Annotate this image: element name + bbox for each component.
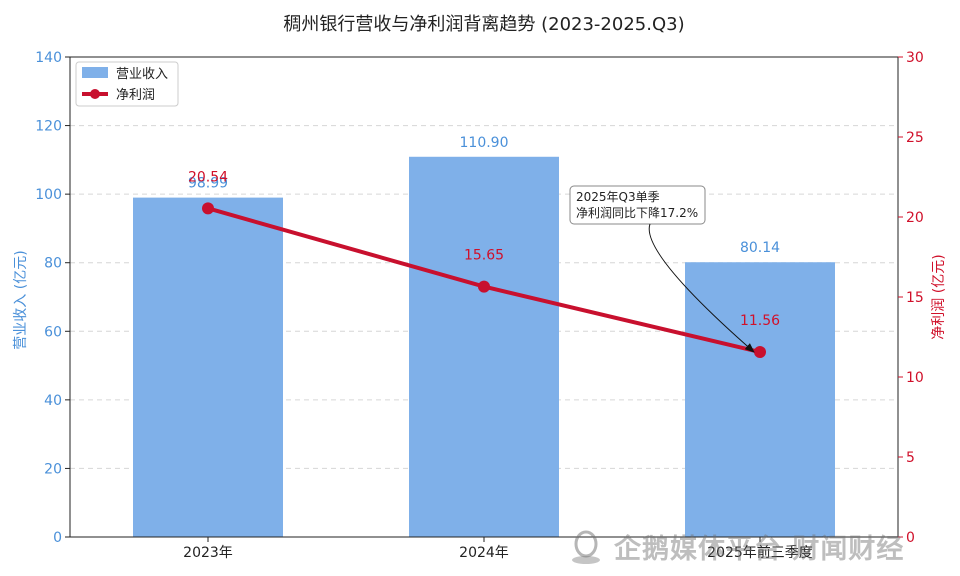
y-right-tick-label: 25 xyxy=(906,130,924,146)
x-tick-label: 2025年前三季度 xyxy=(707,544,813,561)
revenue-bar xyxy=(685,262,835,537)
y-left-axis-label: 营业收入 (亿元) xyxy=(13,250,29,349)
legend-profit-marker xyxy=(90,89,100,99)
profit-marker xyxy=(202,202,214,215)
annotation-text: 2025年Q3单季 xyxy=(576,190,660,204)
watermark: 企鹅媒体平台 财闻财经 xyxy=(566,526,956,566)
legend-revenue-swatch xyxy=(82,67,108,78)
penguin-logo-icon xyxy=(572,530,600,564)
y-right-tick-label: 15 xyxy=(906,290,924,306)
profit-marker xyxy=(754,346,766,359)
y-left-tick-label: 40 xyxy=(44,393,62,409)
revenue-data-label: 80.14 xyxy=(740,240,780,256)
legend-revenue-label: 营业收入 xyxy=(116,67,168,82)
watermark-text: 企鹅媒体平台 财闻财经 xyxy=(614,533,905,565)
y-left-tick-label: 100 xyxy=(35,187,62,203)
annotation-arrow xyxy=(648,223,755,353)
y-left-tick-label: 20 xyxy=(44,461,62,477)
profit-data-label: 20.54 xyxy=(188,169,228,185)
x-tick-label: 2024年 xyxy=(459,545,509,561)
annotation-box xyxy=(569,185,706,225)
y-right-tick-label: 30 xyxy=(906,50,924,66)
chart-title: 稠州银行营收与净利润背离趋势 (2023-2025.Q3) xyxy=(283,14,684,35)
legend-profit-label: 净利润 xyxy=(116,88,155,103)
revenue-data-label: 110.90 xyxy=(460,135,509,151)
y-right-axis-label: 净利润 (亿元) xyxy=(931,254,947,339)
y-left-tick-label: 0 xyxy=(53,530,62,546)
y-right-tick-label: 0 xyxy=(906,530,915,546)
y-right-tick-label: 20 xyxy=(906,210,924,226)
y-left-tick-label: 120 xyxy=(35,119,62,135)
y-right-tick-label: 5 xyxy=(906,450,915,466)
y-left-tick-label: 80 xyxy=(44,256,62,272)
revenue-bar xyxy=(133,197,283,537)
y-right-tick-label: 10 xyxy=(906,370,924,386)
revenue-data-label: 98.99 xyxy=(188,176,228,192)
y-left-tick-label: 60 xyxy=(44,324,62,340)
profit-marker xyxy=(478,280,490,293)
revenue-bar xyxy=(409,156,559,537)
annotation-text: 净利润同比下降17.2% xyxy=(576,206,698,220)
x-tick-label: 2023年 xyxy=(183,545,233,561)
profit-data-label: 15.65 xyxy=(464,248,504,264)
profit-data-label: 11.56 xyxy=(740,313,780,329)
y-left-tick-label: 140 xyxy=(35,50,62,66)
